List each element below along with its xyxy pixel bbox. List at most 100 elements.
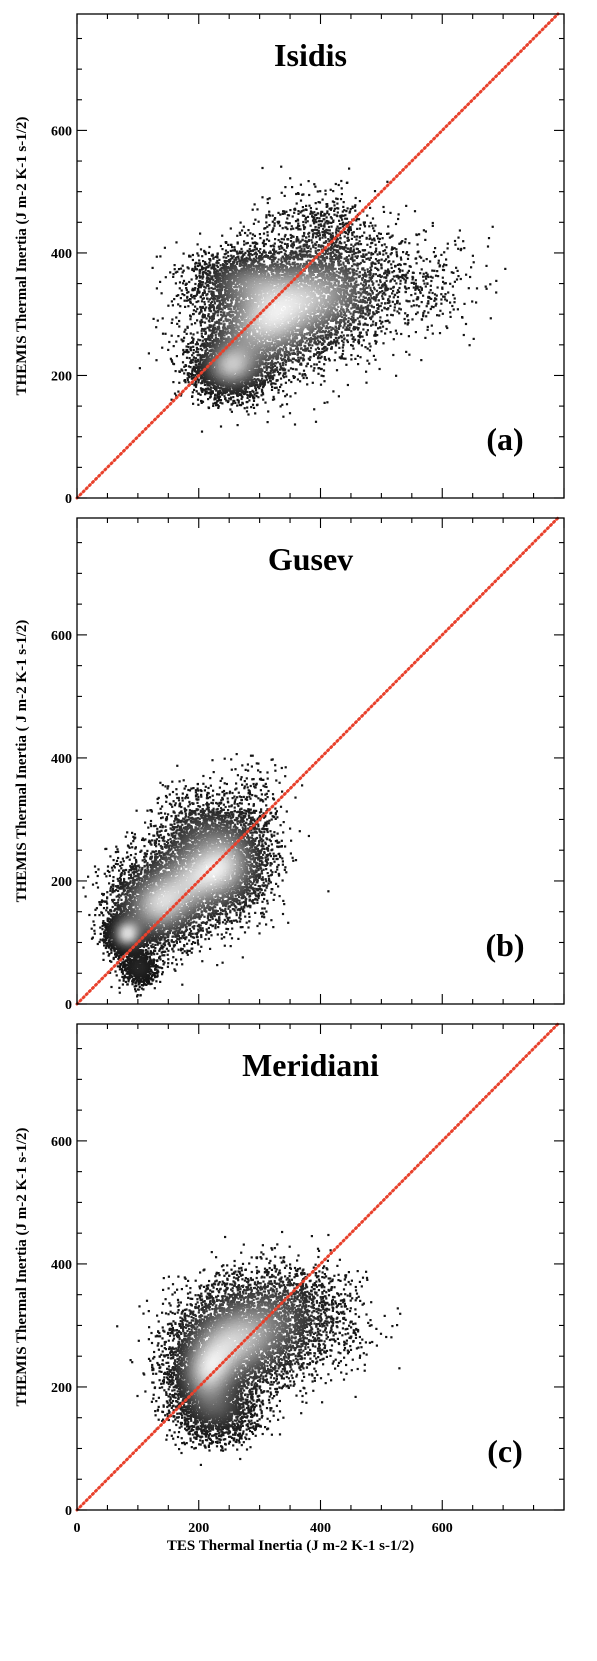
data-point [365,323,368,326]
data-point [420,318,423,321]
data-point [257,396,260,399]
data-point [187,372,190,375]
data-point [323,260,326,263]
data-point [334,182,337,186]
data-point [173,268,176,271]
data-point [191,296,194,299]
data-point [418,233,421,236]
data-point [462,240,465,243]
data-point [357,311,360,314]
data-point [330,346,333,349]
data-point [186,372,189,375]
data-point [245,381,248,384]
data-point [266,234,269,237]
data-point [277,391,280,394]
data-point [390,263,393,266]
data-point [364,306,367,309]
data-point [284,368,287,371]
data-point [171,318,174,321]
data-point [318,335,321,338]
data-point [255,395,258,398]
data-point [283,258,286,261]
data-point [216,288,219,291]
data-point [272,369,275,372]
data-point [419,285,422,289]
data-point [368,258,371,261]
data-point [425,258,428,261]
data-point [347,250,351,253]
data-point [342,344,345,347]
data-point [196,307,199,310]
data-point [348,254,351,257]
data-point [326,248,330,251]
data-point [290,228,293,231]
data-point [432,251,435,254]
data-point [228,261,231,264]
data-point [262,232,266,235]
data-point [219,293,223,296]
data-point [337,230,340,233]
data-point [325,324,328,327]
data-point [351,344,354,347]
data-point [342,205,345,208]
data-point [269,375,272,378]
data-point [229,258,232,261]
data-point [424,285,427,288]
data-point [301,265,304,268]
data-point [422,314,425,317]
data-point [332,341,335,344]
data-point [342,214,345,217]
data-point [262,244,266,248]
data-point [452,293,455,297]
data-point [356,328,360,331]
data-point [274,368,277,371]
data-point [332,390,335,393]
data-point [253,245,256,249]
data-point [472,261,475,264]
data-point [258,383,262,386]
data-point [299,228,302,231]
data-point [256,208,259,211]
data-point [364,284,367,287]
data-point [254,255,258,258]
data-point [470,266,473,269]
data-point [380,302,383,305]
data-point [318,234,321,237]
data-point [243,387,246,390]
data-point [262,398,265,401]
data-point [247,387,250,390]
data-point [382,205,385,209]
data-point [286,217,289,220]
data-point [303,344,306,347]
data-point [290,359,293,362]
data-point [300,247,303,250]
data-point [359,356,362,359]
data-point [201,339,204,342]
data-point [210,267,213,270]
data-point [225,241,228,244]
data-point [410,294,413,297]
data-point [301,206,304,209]
data-point [214,328,217,331]
data-point [204,371,207,374]
data-point [395,253,398,256]
data-point [274,361,277,365]
data-point [343,224,346,227]
data-point [203,383,206,386]
data-point [311,230,314,233]
data-point [199,232,202,235]
data-point [475,301,478,304]
data-point [184,369,187,372]
data-point [239,252,242,255]
data-point [326,229,329,232]
data-point [397,217,400,221]
data-point [181,264,184,267]
data-point [215,282,218,285]
data-point [495,279,498,282]
data-point [433,255,437,258]
data-point [273,224,276,227]
data-point [296,352,299,356]
data-point [378,237,381,240]
data-point [274,238,277,241]
data-point [281,212,284,215]
